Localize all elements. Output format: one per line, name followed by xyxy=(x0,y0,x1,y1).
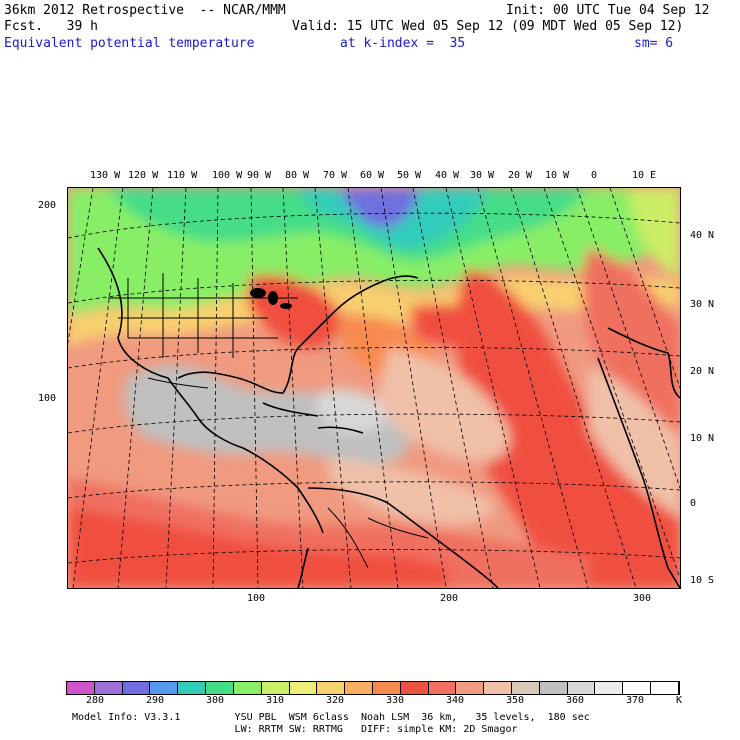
colorbar-swatch xyxy=(206,682,234,694)
colorbar-swatch xyxy=(233,682,262,694)
longitude-label: 40 W xyxy=(435,170,460,181)
longitude-label: 0 xyxy=(591,170,598,181)
longitude-label: 20 W xyxy=(508,170,533,181)
colorbar-label: 300 xyxy=(206,695,225,706)
longitude-label: 30 W xyxy=(470,170,495,181)
colorbar-swatch xyxy=(261,682,290,694)
colorbar-label: 350 xyxy=(506,695,525,706)
physics-info: LW: RRTM SW: RRTMG DIFF: simple KM: 2D S… xyxy=(72,724,518,735)
latitude-label: 30 N xyxy=(690,299,715,310)
colorbar-swatch xyxy=(345,682,373,694)
longitude-label: 100 W xyxy=(212,170,243,181)
colorbar-label: 310 xyxy=(266,695,285,706)
grid-x-label: 200 xyxy=(440,593,459,604)
coastlines xyxy=(97,247,680,588)
colorbar-swatch xyxy=(539,682,568,694)
colorbar-swatch xyxy=(623,682,652,694)
colorbar-swatch xyxy=(317,682,346,694)
colorbar-unit: K xyxy=(676,695,683,706)
graticule xyxy=(68,188,680,588)
great-lakes xyxy=(250,288,292,309)
colorbar-swatch xyxy=(372,682,401,694)
k-index: at k-index = 35 xyxy=(340,36,466,51)
colorbar-label: 360 xyxy=(566,695,585,706)
colorbar-swatch xyxy=(150,682,179,694)
longitude-label: 130 W xyxy=(90,170,121,181)
latitude-label: 10 N xyxy=(690,433,715,444)
colorbar-label: 330 xyxy=(386,695,405,706)
colorbar-swatch xyxy=(289,682,318,694)
colorbar-swatch xyxy=(567,682,596,694)
valid-time: Valid: 15 UTC Wed 05 Sep 12 (09 MDT Wed … xyxy=(292,19,684,34)
grid-y-label: 200 xyxy=(38,200,57,211)
model-title: 36km 2012 Retrospective -- NCAR/MMM xyxy=(4,3,286,18)
theta-e-map xyxy=(67,187,681,589)
colorbar-label: 290 xyxy=(146,695,165,706)
longitude-label: 70 W xyxy=(323,170,348,181)
grid-x-label: 100 xyxy=(247,593,266,604)
model-info: Model Info: V3.3.1 YSU PBL WSM 6class No… xyxy=(72,712,590,723)
longitude-label: 120 W xyxy=(128,170,159,181)
longitude-label: 110 W xyxy=(167,170,198,181)
latitude-label: 0 xyxy=(690,498,697,509)
borders xyxy=(108,273,429,569)
colorbar xyxy=(66,681,680,695)
latitude-label: 10 S xyxy=(690,575,715,586)
colorbar-swatch xyxy=(595,682,624,694)
map-svg xyxy=(68,188,680,588)
colorbar-swatch xyxy=(428,682,457,694)
longitude-label: 10 E xyxy=(632,170,657,181)
longitude-label: 80 W xyxy=(285,170,310,181)
field-name: Equivalent potential temperature xyxy=(4,36,255,51)
smoothing: sm= 6 xyxy=(634,36,674,51)
colorbar-swatch xyxy=(94,682,123,694)
colorbar-swatch xyxy=(484,682,512,694)
longitude-label: 50 W xyxy=(397,170,422,181)
forecast-hour: Fcst. 39 h xyxy=(4,19,98,34)
latitude-label: 20 N xyxy=(690,366,715,377)
colorbar-swatch xyxy=(512,682,540,694)
colorbar-label: 370 xyxy=(626,695,645,706)
longitude-label: 90 W xyxy=(247,170,272,181)
colorbar-swatch xyxy=(67,682,95,694)
init-time: Init: 00 UTC Tue 04 Sep 12 xyxy=(506,3,710,18)
grid-x-label: 300 xyxy=(633,593,652,604)
latitude-label: 40 N xyxy=(690,230,715,241)
colorbar-swatch xyxy=(651,682,679,694)
colorbar-swatch xyxy=(122,682,151,694)
colorbar-label: 280 xyxy=(86,695,105,706)
colorbar-swatch xyxy=(456,682,485,694)
colorbar-label: 340 xyxy=(446,695,465,706)
colorbar-label: 320 xyxy=(326,695,345,706)
colorbar-swatch xyxy=(178,682,207,694)
longitude-label: 60 W xyxy=(360,170,385,181)
longitude-label: 10 W xyxy=(545,170,570,181)
colorbar-swatch xyxy=(400,682,429,694)
grid-y-label: 100 xyxy=(38,393,57,404)
